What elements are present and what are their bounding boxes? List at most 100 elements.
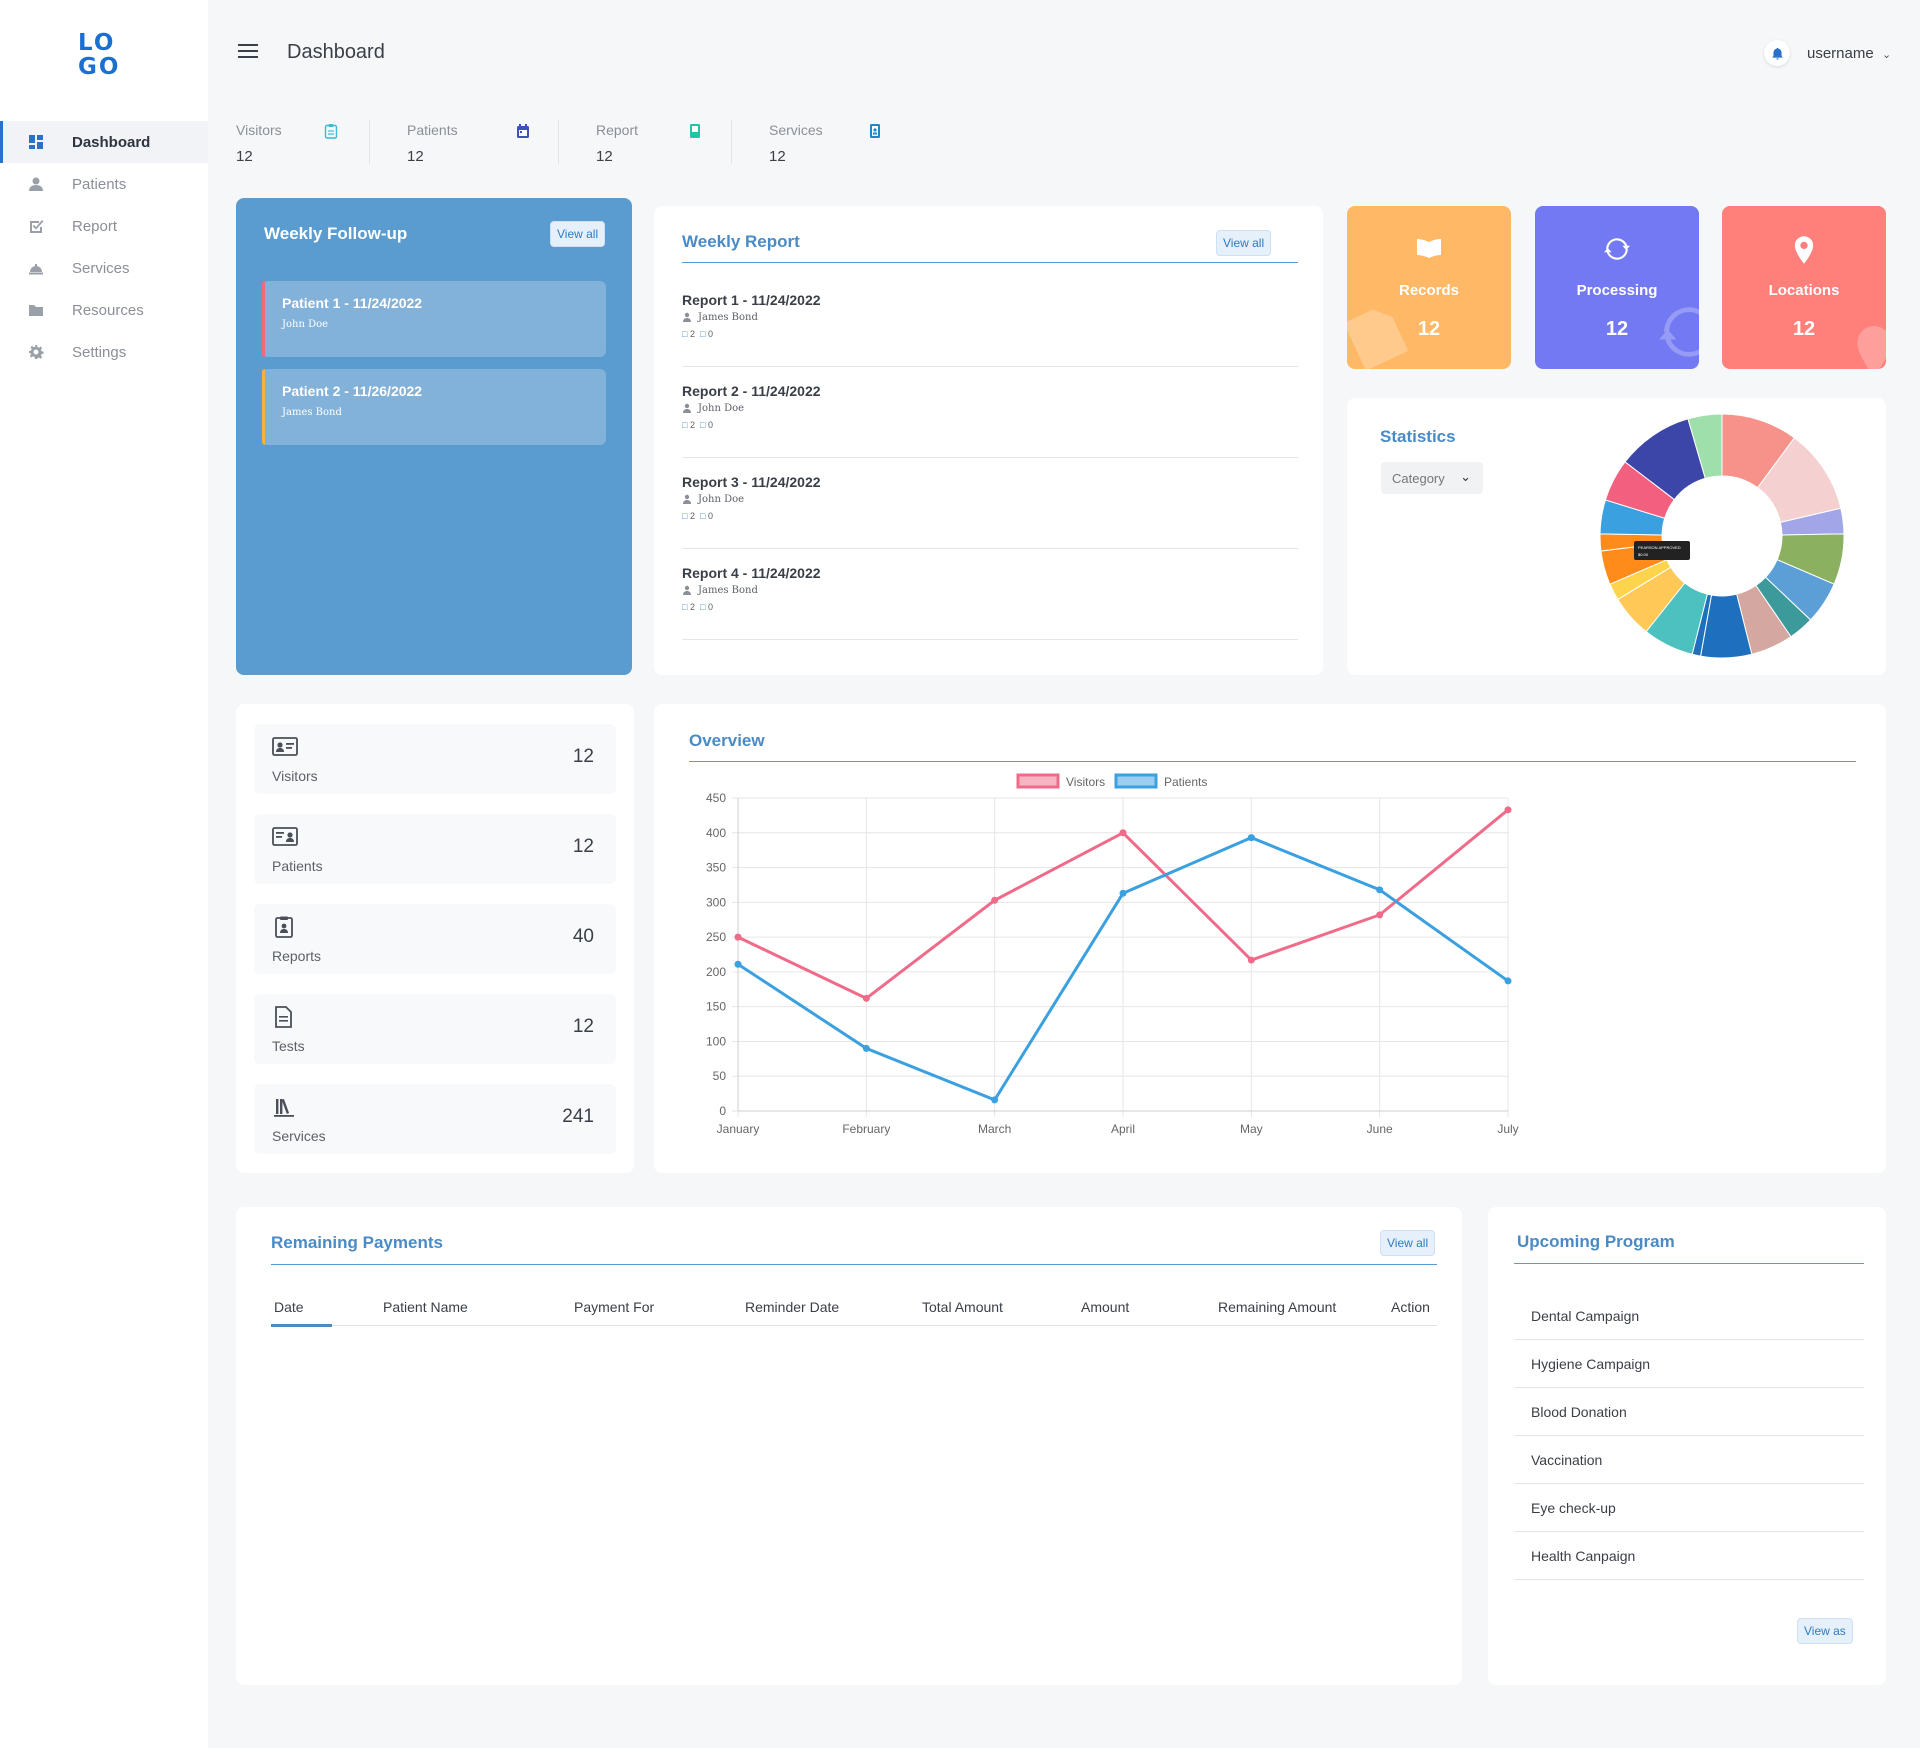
location-pin-icon bbox=[1722, 236, 1886, 271]
metric-label: Patients bbox=[272, 858, 323, 874]
sidebar-item-label: Report bbox=[72, 217, 118, 235]
y-tick-label: 100 bbox=[706, 1034, 726, 1048]
person-icon bbox=[683, 494, 691, 504]
sidebar-item-resources[interactable]: Resources bbox=[0, 289, 208, 331]
refresh-watermark-icon bbox=[1659, 307, 1699, 357]
tooltip-line: PEARSON APPROVED bbox=[1638, 545, 1681, 550]
data-point bbox=[862, 994, 870, 1002]
processing-tile[interactable]: Processing 12 bbox=[1535, 206, 1699, 369]
category-select[interactable]: Category ⌄ bbox=[1381, 462, 1483, 494]
sidebar-item-label: Settings bbox=[72, 343, 127, 361]
top-stat-label: Report bbox=[596, 122, 639, 138]
tile-value: 12 bbox=[1605, 318, 1629, 340]
records-tile[interactable]: Records 12 bbox=[1347, 206, 1511, 369]
col-header-reminder-date[interactable]: Reminder Date bbox=[745, 1299, 840, 1315]
report-item[interactable]: Report 1 - 11/24/2022 James Bond □ 2 □ 0 bbox=[682, 276, 1298, 367]
report-item-name: Report 3 - 11/24/2022 bbox=[682, 474, 821, 490]
checkbox-icon bbox=[26, 216, 46, 236]
report-item-meta: □ 2 □ 0 bbox=[682, 511, 713, 521]
data-point bbox=[1376, 911, 1384, 919]
program-item[interactable]: Dental Campaign bbox=[1514, 1292, 1864, 1340]
sidebar-item-label: Dashboard bbox=[72, 133, 151, 151]
metric-item-patients[interactable]: Patients 12 bbox=[254, 814, 616, 884]
person-icon bbox=[683, 312, 691, 322]
followup-view-all-button[interactable]: View all bbox=[550, 221, 606, 247]
legend-swatch bbox=[1114, 773, 1158, 789]
user-menu[interactable]: username bbox=[1807, 45, 1874, 62]
program-item[interactable]: Blood Donation bbox=[1514, 1388, 1864, 1436]
sidebar-item-services[interactable]: Services bbox=[0, 247, 208, 289]
col-header-total-amount[interactable]: Total Amount bbox=[922, 1299, 1003, 1315]
report-view-all-button[interactable]: View all bbox=[1216, 230, 1272, 256]
weekly-followup-card: Weekly Follow-up View all Patient 1 - 11… bbox=[236, 198, 632, 675]
sidebar-item-label: Patients bbox=[72, 175, 127, 193]
followup-color-bar bbox=[262, 281, 265, 357]
followup-item[interactable]: Patient 1 - 11/24/2022 John Doe bbox=[262, 281, 606, 357]
metric-label: Reports bbox=[272, 948, 322, 964]
x-tick-label: June bbox=[1367, 1122, 1393, 1136]
data-point bbox=[734, 933, 742, 941]
col-header-action[interactable]: Action bbox=[1391, 1299, 1430, 1315]
data-point bbox=[991, 896, 999, 904]
col-header-remaining-amount[interactable]: Remaining Amount bbox=[1218, 1299, 1337, 1315]
locations-tile[interactable]: Locations 12 bbox=[1722, 206, 1886, 369]
sidebar-item-settings[interactable]: Settings bbox=[0, 331, 208, 373]
program-item[interactable]: Health Canpaign bbox=[1514, 1532, 1864, 1580]
upcoming-view-as-button[interactable]: View as bbox=[1797, 1618, 1853, 1644]
metric-item-reports[interactable]: Reports 40 bbox=[254, 904, 616, 974]
report-item-name: Report 1 - 11/24/2022 bbox=[682, 292, 821, 308]
contact-card-icon bbox=[272, 827, 298, 846]
divider bbox=[689, 761, 1856, 762]
metric-item-visitors[interactable]: Visitors 12 bbox=[254, 724, 616, 794]
report-item[interactable]: Report 3 - 11/24/2022 John Doe □ 2 □ 0 bbox=[682, 458, 1298, 549]
y-tick-label: 350 bbox=[706, 861, 726, 875]
followup-item[interactable]: Patient 2 - 11/26/2022 James Bond bbox=[262, 369, 606, 445]
col-header-payment-for[interactable]: Payment For bbox=[574, 1299, 655, 1315]
pie-slice[interactable] bbox=[1687, 413, 1723, 479]
report-item-meta: □ 2 □ 0 bbox=[682, 602, 713, 612]
attachment-icon: □ bbox=[699, 420, 706, 430]
chevron-down-icon: ⌄ bbox=[1460, 469, 1471, 484]
report-item[interactable]: Report 4 - 11/24/2022 James Bond □ 2 □ 0 bbox=[682, 549, 1298, 640]
overview-line-chart[interactable]: 0 50 100 150 200 250 300 350 400 450 January Februa… bbox=[690, 770, 1550, 1140]
followup-item-person: John Doe bbox=[282, 319, 329, 330]
payments-view-all-button[interactable]: View all bbox=[1380, 1230, 1436, 1256]
page-title: Dashboard bbox=[287, 41, 385, 63]
data-point bbox=[1376, 886, 1384, 894]
data-point bbox=[1119, 889, 1127, 897]
report-item[interactable]: Report 2 - 11/24/2022 John Doe □ 2 □ 0 bbox=[682, 367, 1298, 458]
gear-icon bbox=[26, 342, 46, 362]
data-point bbox=[1504, 977, 1512, 985]
comment-icon: □ bbox=[682, 511, 688, 521]
metric-item-tests[interactable]: Tests 12 bbox=[254, 994, 616, 1064]
report-item-attachments: 0 bbox=[707, 602, 713, 612]
x-tick-label: January bbox=[717, 1122, 760, 1136]
report-item-comments: 2 bbox=[689, 329, 695, 339]
program-item[interactable]: Eye check-up bbox=[1514, 1484, 1864, 1532]
program-item[interactable]: Hygiene Campaign bbox=[1514, 1340, 1864, 1388]
col-header-patient-name[interactable]: Patient Name bbox=[383, 1299, 468, 1315]
col-header-amount[interactable]: Amount bbox=[1081, 1299, 1130, 1315]
followup-color-bar bbox=[262, 369, 265, 445]
report-item-author: James Bond bbox=[698, 585, 758, 596]
menu-toggle-button[interactable] bbox=[238, 44, 258, 60]
notification-bell-icon[interactable] bbox=[1764, 40, 1790, 66]
program-item[interactable]: Vaccination bbox=[1514, 1436, 1864, 1484]
sidebar-item-dashboard[interactable]: Dashboard bbox=[0, 121, 208, 163]
metric-value: 12 bbox=[572, 746, 594, 767]
chevron-down-icon[interactable]: ⌄ bbox=[1882, 49, 1892, 61]
sidebar-item-label: Resources bbox=[72, 301, 144, 319]
sidebar-item-patients[interactable]: Patients bbox=[0, 163, 208, 205]
metric-value: 12 bbox=[572, 1016, 594, 1037]
metric-label: Visitors bbox=[272, 768, 318, 784]
sidebar-item-report[interactable]: Report bbox=[0, 205, 208, 247]
statistics-doughnut-chart[interactable] bbox=[1598, 412, 1846, 660]
badge-icon bbox=[870, 124, 880, 138]
tile-value: 12 bbox=[1792, 318, 1816, 340]
svg-text:LO: LO bbox=[78, 30, 115, 56]
col-header-date[interactable]: Date bbox=[274, 1299, 304, 1315]
data-point bbox=[1247, 834, 1255, 842]
logo[interactable]: LO GO bbox=[78, 30, 128, 80]
logo-mark: LO GO bbox=[78, 30, 118, 80]
metric-item-services[interactable]: Services 241 bbox=[254, 1084, 616, 1154]
